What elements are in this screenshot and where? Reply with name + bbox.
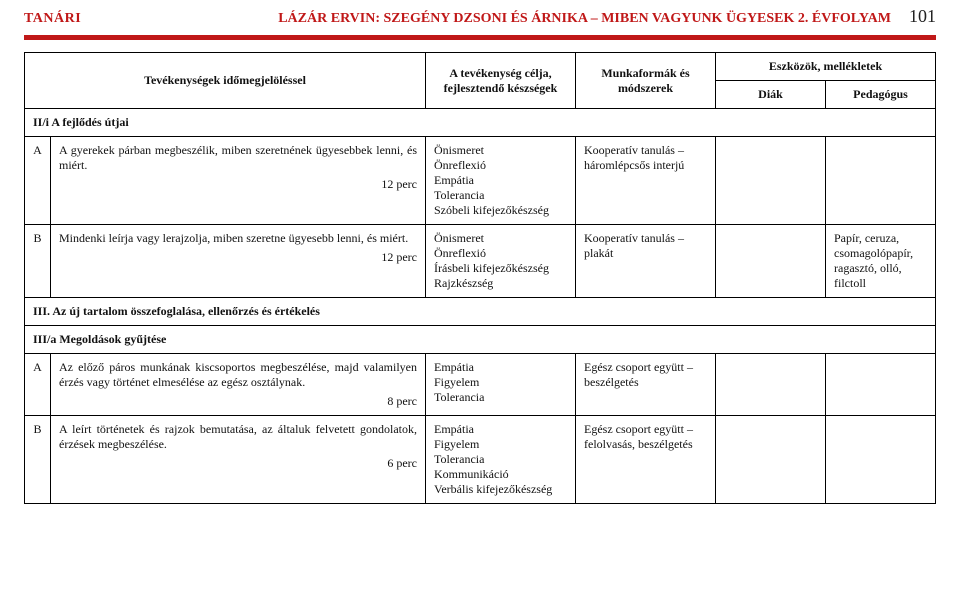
pedagogus-cell bbox=[826, 137, 936, 225]
skills-cell: Empátia Figyelem Tolerancia Kommunikáció… bbox=[426, 416, 576, 504]
row-label: B bbox=[25, 416, 51, 504]
lesson-table: Tevékenységek időmegjelöléssel A tevéken… bbox=[24, 52, 936, 504]
th-methods: Munkaformák és módszerek bbox=[576, 53, 716, 109]
row-label: A bbox=[25, 137, 51, 225]
section-title-3: III/a Megoldások gyűjtése bbox=[25, 326, 936, 354]
diak-cell bbox=[716, 416, 826, 504]
header-right: LÁZÁR ERVIN: SZEGÉNY DZSONI ÉS ÁRNIKA – … bbox=[278, 6, 936, 27]
skills-cell: Önismeret Önreflexió Empátia Tolerancia … bbox=[426, 137, 576, 225]
table-row: B Mindenki leírja vagy lerajzolja, miben… bbox=[25, 225, 936, 298]
table-row: A A gyerekek párban megbeszélik, miben s… bbox=[25, 137, 936, 225]
th-activities: Tevékenységek időmegjelöléssel bbox=[25, 53, 426, 109]
diak-cell bbox=[716, 225, 826, 298]
table-container: Tevékenységek időmegjelöléssel A tevéken… bbox=[0, 40, 960, 504]
row-label: B bbox=[25, 225, 51, 298]
activity-text: Az előző páros munkának kiscsoportos meg… bbox=[59, 360, 417, 389]
activity-duration: 6 perc bbox=[59, 456, 417, 471]
table-row: B A leírt történetek és rajzok bemutatás… bbox=[25, 416, 936, 504]
table-header-row: Tevékenységek időmegjelöléssel A tevéken… bbox=[25, 53, 936, 81]
methods-cell: Egész csoport együtt – felolvasás, beszé… bbox=[576, 416, 716, 504]
header-left: TANÁRI bbox=[24, 11, 81, 27]
section-title-1: II/i A fejlődés útjai bbox=[25, 109, 936, 137]
section-title-2: III. Az új tartalom összefoglalása, elle… bbox=[25, 298, 936, 326]
pedagogus-cell bbox=[826, 354, 936, 416]
methods-cell: Kooperatív tanulás – háromlépcsős interj… bbox=[576, 137, 716, 225]
header-center: LÁZÁR ERVIN: SZEGÉNY DZSONI ÉS ÁRNIKA – … bbox=[278, 11, 891, 27]
th-tools: Eszközök, mellékletek bbox=[716, 53, 936, 81]
section-row-2: III. Az új tartalom összefoglalása, elle… bbox=[25, 298, 936, 326]
skills-cell: Önismeret Önreflexió Írásbeli kifejezőké… bbox=[426, 225, 576, 298]
pedagogus-cell: Papír, ceruza, csomagolópapír, ragasztó,… bbox=[826, 225, 936, 298]
activity-cell: A leírt történetek és rajzok bemutatása,… bbox=[51, 416, 426, 504]
activity-duration: 12 perc bbox=[59, 250, 417, 265]
activity-duration: 8 perc bbox=[59, 394, 417, 409]
activity-text: A leírt történetek és rajzok bemutatása,… bbox=[59, 422, 417, 451]
table-row: A Az előző páros munkának kiscsoportos m… bbox=[25, 354, 936, 416]
th-skills: A tevékenység célja, fejlesztendő készsé… bbox=[426, 53, 576, 109]
page-number: 101 bbox=[909, 6, 936, 27]
activity-cell: A gyerekek párban megbeszélik, miben sze… bbox=[51, 137, 426, 225]
activity-duration: 12 perc bbox=[59, 177, 417, 192]
pedagogus-cell bbox=[826, 416, 936, 504]
diak-cell bbox=[716, 354, 826, 416]
activity-text: A gyerekek párban megbeszélik, miben sze… bbox=[59, 143, 417, 172]
activity-cell: Az előző páros munkának kiscsoportos meg… bbox=[51, 354, 426, 416]
methods-cell: Kooperatív tanulás – plakát bbox=[576, 225, 716, 298]
diak-cell bbox=[716, 137, 826, 225]
th-pedagogus: Pedagógus bbox=[826, 81, 936, 109]
activity-text: Mindenki leírja vagy lerajzolja, miben s… bbox=[59, 231, 408, 245]
section-row-1: II/i A fejlődés útjai bbox=[25, 109, 936, 137]
methods-cell: Egész csoport együtt – beszélgetés bbox=[576, 354, 716, 416]
activity-cell: Mindenki leírja vagy lerajzolja, miben s… bbox=[51, 225, 426, 298]
skills-cell: Empátia Figyelem Tolerancia bbox=[426, 354, 576, 416]
row-label: A bbox=[25, 354, 51, 416]
th-diak: Diák bbox=[716, 81, 826, 109]
section-row-3: III/a Megoldások gyűjtése bbox=[25, 326, 936, 354]
page-header: TANÁRI LÁZÁR ERVIN: SZEGÉNY DZSONI ÉS ÁR… bbox=[0, 0, 960, 31]
